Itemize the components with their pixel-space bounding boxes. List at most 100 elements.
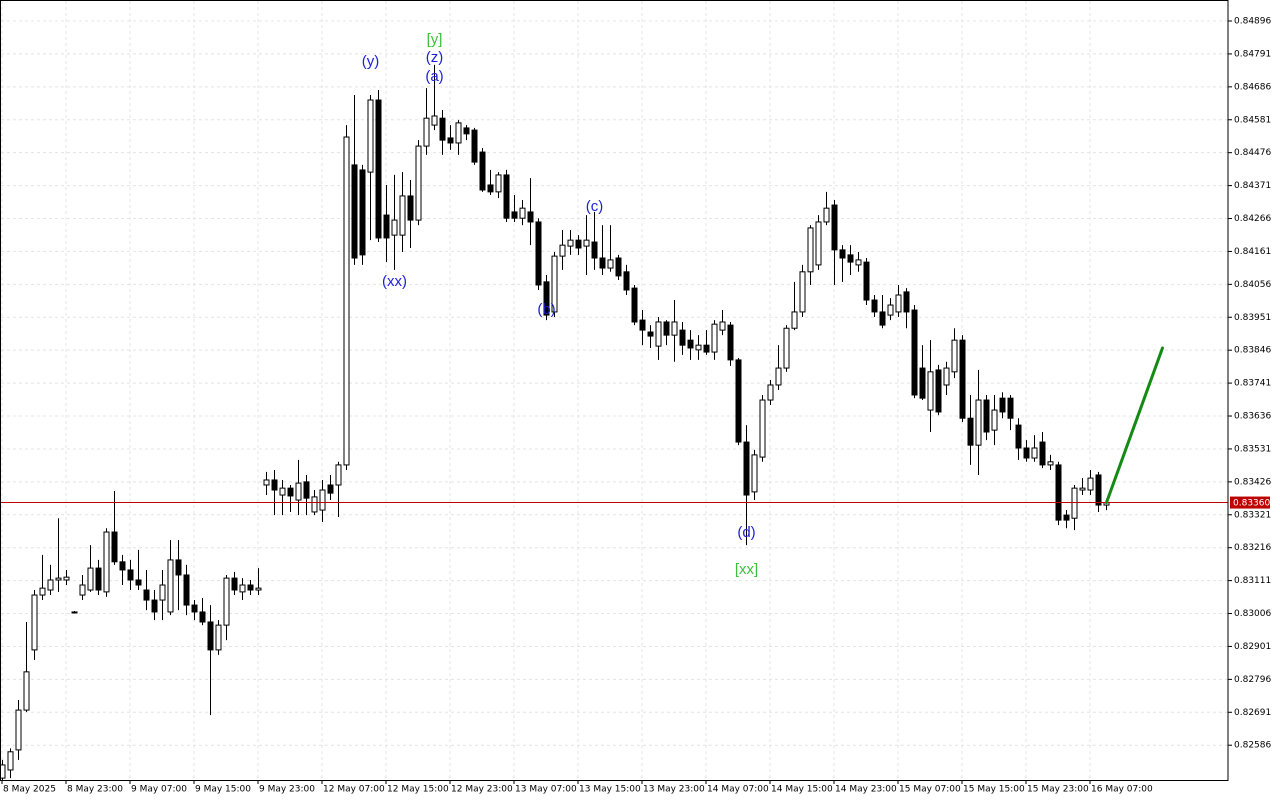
candle-body: [511, 211, 518, 219]
candle-body: [783, 327, 790, 369]
candle-body: [143, 589, 150, 601]
candle-body: [839, 249, 846, 259]
candle-body: [407, 195, 414, 221]
candle-body: [15, 709, 22, 751]
candle-body: [135, 579, 142, 586]
y-tick-label: 0.83531: [1234, 444, 1271, 454]
candle-body: [479, 151, 486, 191]
x-tick-label: 12 May 23:00: [451, 785, 513, 795]
candle-body: [1087, 477, 1094, 491]
candle-body: [287, 487, 294, 497]
candle-body: [727, 324, 734, 361]
y-tick-label: 0.83111: [1234, 576, 1271, 586]
y-tick-label: 0.83951: [1234, 313, 1271, 323]
candle-body: [671, 321, 678, 336]
candle-body: [359, 169, 366, 256]
candle-body: [999, 397, 1006, 413]
y-tick-label: 0.84056: [1234, 280, 1271, 290]
y-tick-label: 0.82691: [1234, 708, 1271, 718]
candle-body: [447, 137, 454, 144]
candle-body: [607, 259, 614, 269]
candle-body: [383, 214, 390, 239]
y-tick-label: 0.83846: [1234, 346, 1271, 356]
candle-body: [559, 244, 566, 257]
candle-body: [599, 257, 606, 269]
candle-body: [263, 479, 270, 486]
candle-body: [655, 321, 662, 347]
candle-body: [55, 577, 62, 581]
candle-body: [47, 579, 54, 591]
candle-body: [1055, 464, 1062, 521]
candle-body: [639, 319, 646, 331]
candle-body: [247, 584, 254, 591]
x-tick-label: 12 May 15:00: [387, 785, 449, 795]
candle-body: [1063, 514, 1070, 521]
y-tick-label: 0.83426: [1234, 477, 1271, 487]
candle-body: [231, 577, 238, 591]
x-tick-label: 14 May 23:00: [835, 785, 897, 795]
candle-body: [519, 207, 526, 219]
candle-body: [103, 531, 110, 593]
y-tick-label: 0.84791: [1234, 49, 1271, 59]
wave-label: [xx]: [735, 561, 758, 578]
x-tick-label: 14 May 15:00: [771, 785, 833, 795]
plot-area: (y) [y](z) (a) (xx) (b) (c) (d) [xx]: [1, 31, 1228, 780]
candle-body: [527, 211, 534, 223]
candle-body: [759, 399, 766, 458]
candle-body: [879, 311, 886, 326]
candle-body: [543, 281, 550, 316]
wave-label: (c): [586, 198, 604, 215]
candle-body: [615, 257, 622, 277]
axes: 0.82586 0.82691 0.82796 0.82901 0.83006 0.831…: [1, 17, 1271, 795]
candle-body: [31, 594, 38, 651]
x-tick-label: 12 May 07:00: [323, 785, 385, 795]
candle-body: [815, 221, 822, 266]
y-tick-label: 0.83741: [1234, 379, 1271, 389]
y-tick-label: 0.84476: [1234, 148, 1271, 158]
candle-body: [7, 751, 14, 771]
candle-body: [1039, 441, 1046, 466]
x-tick-label: 9 May 07:00: [131, 785, 187, 795]
x-tick-label: 15 May 15:00: [963, 785, 1025, 795]
wave-label: (z): [426, 49, 444, 66]
candle-body: [95, 567, 102, 591]
candle-body: [343, 136, 350, 466]
candle-body: [959, 339, 966, 419]
candle-body: [831, 204, 838, 251]
candle-body: [1047, 461, 1054, 466]
candle-body: [159, 584, 166, 601]
candle-body: [799, 271, 806, 313]
y-tick-label: 0.83321: [1234, 510, 1271, 520]
wave-label: (xx): [382, 273, 407, 290]
current-price-label: 0.83360: [1233, 499, 1270, 509]
candle-body: [663, 321, 670, 336]
candle-body: [767, 384, 774, 401]
candle-body: [471, 129, 478, 163]
y-tick-label: 0.82586: [1234, 741, 1271, 751]
candle-body: [87, 567, 94, 591]
candle-body: [591, 241, 598, 259]
candle-body: [983, 399, 990, 433]
candle-body: [631, 287, 638, 323]
candle-body: [735, 359, 742, 443]
candle-body: [647, 331, 654, 337]
y-tick-label: 0.84266: [1234, 214, 1271, 224]
candle-body: [375, 99, 382, 239]
candle-body: [919, 367, 926, 399]
candle-body: [1031, 447, 1038, 459]
candle-body: [847, 254, 854, 263]
y-tick-label: 0.84686: [1234, 82, 1271, 92]
candle-body: [279, 487, 286, 496]
wave-label: (d): [737, 524, 755, 541]
candle-body: [551, 255, 558, 313]
x-tick-label: 14 May 07:00: [707, 785, 769, 795]
candle-body: [463, 127, 470, 135]
plot-frame: [0, 0, 1229, 781]
candle-body: [319, 489, 326, 511]
candle-body: [431, 115, 438, 126]
y-tick-label: 0.84371: [1234, 181, 1271, 191]
candle-body: [743, 441, 750, 496]
y-tick-label: 0.84161: [1234, 247, 1271, 257]
